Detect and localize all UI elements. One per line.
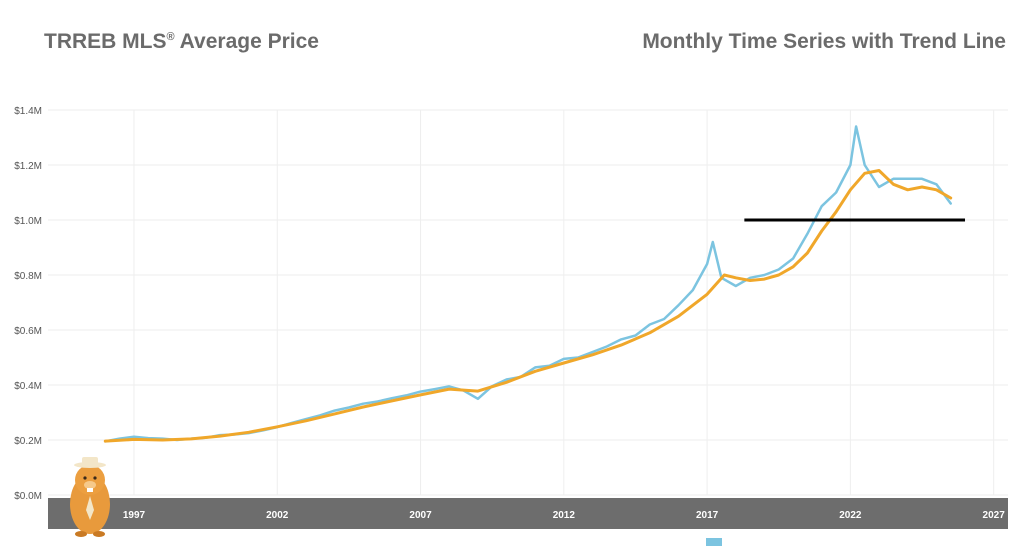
chart-title: TRREB MLS® Average Price <box>44 30 319 54</box>
x-tick-label: 2012 <box>553 510 576 521</box>
x-tick-label: 2017 <box>696 510 719 521</box>
series-line-price <box>104 125 952 443</box>
y-tick-label: $0.6M <box>14 326 42 337</box>
beaver-mascot-icon <box>70 457 110 537</box>
y-tick-label: $1.2M <box>14 161 42 172</box>
legend-swatch-price <box>706 538 722 546</box>
x-tick-label: 2027 <box>983 510 1006 521</box>
x-tick-label: 2002 <box>266 510 289 521</box>
legend-strip <box>48 531 1008 547</box>
y-tick-label: $1.4M <box>14 106 42 117</box>
chart-title-rest: Average Price <box>174 30 319 53</box>
x-axis-band <box>48 498 1008 529</box>
series-line-trend <box>103 169 953 443</box>
x-tick-label: 2022 <box>839 510 862 521</box>
chart-subtitle: Monthly Time Series with Trend Line <box>642 30 1006 53</box>
registered-mark: ® <box>166 31 175 43</box>
y-tick-label: $0.2M <box>14 436 42 447</box>
x-tick-label: 2007 <box>409 510 432 521</box>
y-tick-label: $0.0M <box>14 491 42 502</box>
y-tick-label: $0.8M <box>14 271 42 282</box>
x-tick-label: 1997 <box>123 510 146 521</box>
y-tick-label: $1.0M <box>14 216 42 227</box>
y-tick-label: $0.4M <box>14 381 42 392</box>
chart-title-main: TRREB MLS <box>44 30 167 53</box>
